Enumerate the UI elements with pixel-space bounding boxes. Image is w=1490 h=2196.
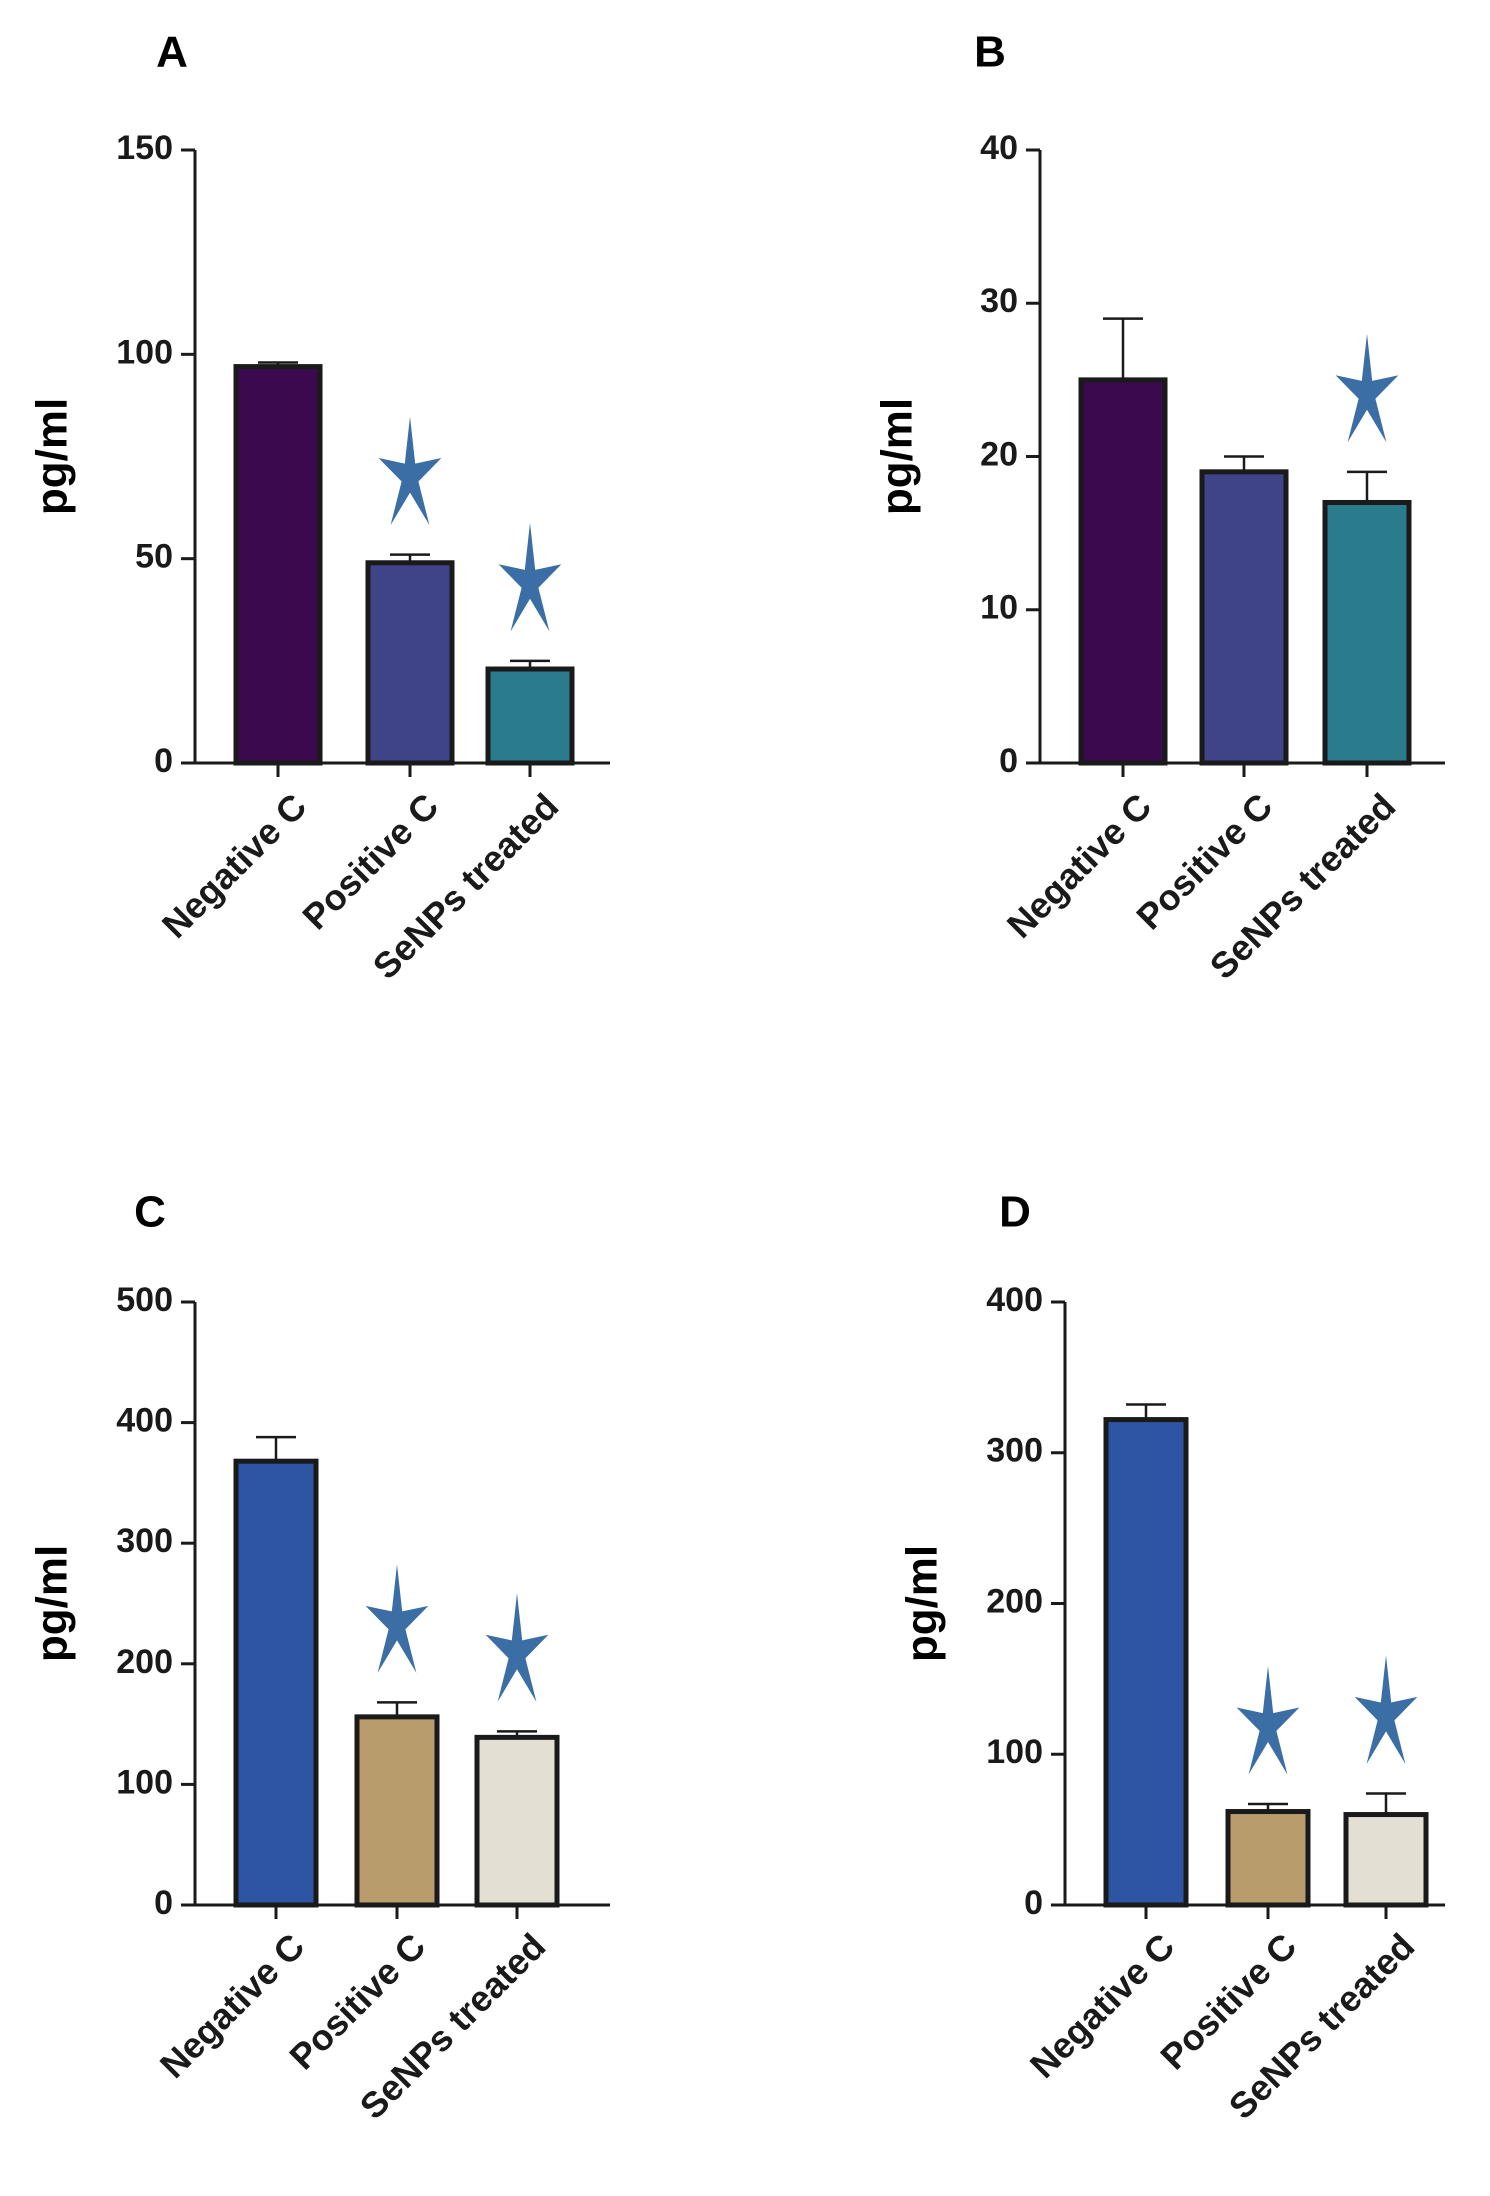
y-tick-label: 500 — [116, 1281, 173, 1319]
y-tick-label: 30 — [980, 282, 1018, 320]
y-tick-label: 400 — [986, 1281, 1043, 1319]
y-tick-label: 50 — [135, 538, 173, 576]
y-tick-label: 100 — [116, 333, 173, 371]
panel-letter: A — [156, 28, 188, 77]
bar-positive-c — [1199, 469, 1289, 766]
bar-positive-c — [1225, 1809, 1311, 1908]
y-tick-label: 0 — [154, 1884, 173, 1922]
y-tick-label: 200 — [116, 1643, 173, 1681]
y-axis-title: pg/ml — [28, 1545, 77, 1662]
y-tick-label: 200 — [986, 1582, 1043, 1620]
x-category-label: Negative C — [154, 785, 315, 946]
bar-negative-c — [1078, 377, 1168, 766]
bar-positive-c — [365, 560, 455, 766]
x-category-label: Negative C — [1022, 1925, 1183, 2086]
y-tick-label: 10 — [980, 589, 1018, 627]
y-tick-label: 150 — [116, 129, 173, 167]
y-axis-title: pg/ml — [873, 398, 922, 515]
panel-letter: D — [999, 1188, 1031, 1237]
bar-senps-treated — [1322, 499, 1412, 766]
y-tick-label: 0 — [999, 742, 1018, 780]
significance-star-icon — [1236, 1666, 1300, 1775]
y-tick-label: 0 — [1024, 1884, 1043, 1922]
y-tick-label: 20 — [980, 435, 1018, 473]
y-axis-title: pg/ml — [28, 398, 77, 515]
bar-positive-c — [354, 1714, 440, 1908]
bar-senps-treated — [474, 1734, 560, 1908]
significance-star-icon — [365, 1564, 429, 1673]
bar-negative-c — [1103, 1417, 1189, 1908]
y-tick-label: 0 — [154, 742, 173, 780]
y-tick-label: 100 — [116, 1763, 173, 1801]
bar-senps-treated — [1343, 1812, 1429, 1908]
y-tick-label: 300 — [116, 1522, 173, 1560]
panel-letter: B — [974, 28, 1006, 77]
bar-senps-treated — [485, 666, 575, 766]
bar-negative-c — [233, 364, 323, 766]
significance-star-icon — [378, 416, 442, 526]
x-category-label: Negative C — [999, 785, 1160, 946]
x-category-label: Negative C — [152, 1925, 313, 2086]
y-tick-label: 400 — [116, 1402, 173, 1440]
significance-star-icon — [498, 522, 562, 632]
y-axis-title: pg/ml — [898, 1545, 947, 1662]
y-tick-label: 40 — [980, 129, 1018, 167]
y-tick-label: 300 — [986, 1432, 1043, 1470]
y-tick-label: 100 — [986, 1733, 1043, 1771]
panel-letter: C — [134, 1188, 166, 1237]
significance-star-icon — [485, 1593, 549, 1702]
significance-star-icon — [1335, 333, 1399, 443]
significance-star-icon — [1354, 1655, 1418, 1764]
bar-negative-c — [233, 1458, 319, 1908]
